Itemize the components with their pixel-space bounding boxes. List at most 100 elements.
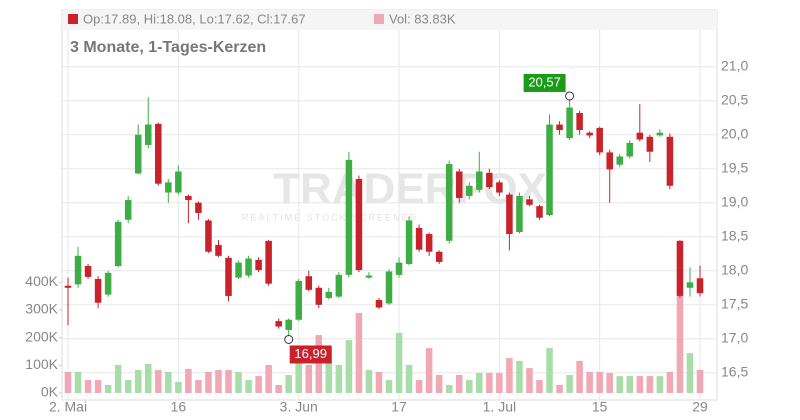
candle-body bbox=[696, 278, 704, 294]
header-band bbox=[62, 10, 717, 30]
y-tick-label: 18,0 bbox=[721, 261, 748, 277]
volume-bar bbox=[255, 376, 262, 393]
volume-bar bbox=[245, 379, 252, 393]
watermark: TRADERFOX bbox=[273, 165, 547, 214]
volume-bar bbox=[144, 363, 152, 393]
volume-bar bbox=[365, 370, 373, 393]
candle-body bbox=[435, 251, 443, 262]
volume-bar bbox=[395, 332, 403, 393]
candle-body bbox=[195, 202, 202, 213]
volume-bar bbox=[496, 373, 503, 393]
volume-bar bbox=[425, 348, 433, 393]
volume-bar bbox=[305, 365, 313, 393]
volume-bar bbox=[566, 374, 573, 393]
candle-body bbox=[235, 262, 242, 278]
volume-bar bbox=[415, 379, 423, 393]
volume-bar bbox=[385, 379, 393, 393]
volume-bar bbox=[646, 376, 654, 393]
volume-bar bbox=[636, 376, 644, 393]
candle-body bbox=[325, 291, 333, 298]
candle-body bbox=[104, 272, 112, 295]
candle-body bbox=[586, 132, 593, 136]
volume-bar bbox=[405, 365, 413, 393]
candle-body bbox=[335, 274, 343, 297]
y-tick-label: 21,0 bbox=[721, 57, 748, 73]
volume-bar bbox=[536, 379, 543, 393]
volume-bar bbox=[325, 350, 333, 393]
volume-bar bbox=[335, 365, 343, 393]
y-tick-label: 17,0 bbox=[721, 329, 748, 345]
y-tick-label: 16,5 bbox=[721, 363, 748, 379]
x-tick-label: 17 bbox=[391, 399, 407, 415]
volume-bar bbox=[134, 370, 142, 393]
candle-body bbox=[576, 112, 583, 130]
x-tick-label: 15 bbox=[592, 399, 608, 415]
y2-tick-label: 0K bbox=[41, 384, 59, 400]
volume-bar bbox=[225, 370, 232, 393]
y-tick-label: 19,5 bbox=[721, 159, 748, 175]
volume-bar bbox=[696, 369, 704, 393]
volume-bar bbox=[556, 384, 563, 393]
volume-bar bbox=[64, 371, 72, 393]
volume-bar bbox=[104, 384, 112, 393]
high-label: 20,57 bbox=[528, 74, 561, 89]
volume-bar bbox=[315, 335, 323, 393]
y-tick-label: 20,0 bbox=[721, 125, 748, 141]
volume-bar bbox=[235, 371, 242, 393]
volume-bar bbox=[435, 374, 443, 393]
low-marker bbox=[284, 334, 294, 344]
candle-body bbox=[606, 152, 613, 170]
legend-ohlc: Op:17.89, Hi:18.08, Lo:17.62, Cl:17.67 bbox=[83, 11, 306, 26]
volume-bar bbox=[375, 371, 383, 393]
volume-bar bbox=[586, 371, 593, 393]
candle-body bbox=[295, 280, 302, 320]
candle-body bbox=[124, 200, 132, 220]
candle-body bbox=[425, 234, 433, 252]
volume-bar bbox=[114, 365, 122, 393]
legend-swatch bbox=[374, 14, 384, 24]
candle-body bbox=[636, 132, 644, 140]
x-tick-label: 29 bbox=[692, 399, 708, 415]
candle-body bbox=[215, 244, 222, 256]
volume-bar bbox=[155, 370, 162, 393]
candle-body bbox=[74, 255, 82, 285]
candle-body bbox=[516, 195, 523, 233]
y2-tick-label: 300K bbox=[25, 301, 58, 317]
volume-bar bbox=[74, 371, 82, 393]
candle-body bbox=[84, 266, 92, 277]
candle-body bbox=[455, 171, 463, 198]
candle-body bbox=[486, 172, 493, 188]
low-label-box bbox=[289, 345, 332, 364]
candle-body bbox=[646, 136, 654, 152]
watermark-sub: REALTIME STOCK SCREENER bbox=[242, 212, 418, 222]
candle-body bbox=[546, 124, 553, 215]
candle-body bbox=[626, 142, 634, 157]
candle-body bbox=[355, 178, 363, 271]
candle-body bbox=[345, 159, 353, 275]
x-tick-label: 3. Jun bbox=[280, 399, 318, 415]
volume-bar bbox=[84, 379, 92, 393]
volume-bar bbox=[606, 373, 613, 393]
volume-bar bbox=[175, 381, 182, 393]
legend-swatch bbox=[68, 14, 78, 24]
candle-body bbox=[275, 321, 282, 327]
volume-bar bbox=[445, 384, 453, 393]
y2-tick-label: 400K bbox=[25, 273, 58, 289]
y-tick-label: 20,5 bbox=[721, 91, 748, 107]
x-tick-label: 16 bbox=[171, 399, 187, 415]
volume-bar bbox=[205, 371, 212, 393]
candle-body bbox=[556, 124, 563, 130]
volume-bar bbox=[265, 365, 272, 393]
volume-bar bbox=[676, 296, 684, 393]
y-tick-label: 17,5 bbox=[721, 295, 748, 311]
candle-body bbox=[385, 271, 393, 304]
candle-body bbox=[144, 124, 152, 145]
candle-body bbox=[255, 259, 262, 271]
candle-body bbox=[165, 182, 172, 193]
candle-body bbox=[285, 319, 292, 330]
volume-bar bbox=[295, 355, 302, 393]
candle-body bbox=[305, 276, 313, 290]
subtitle: 3 Monate, 1-Tages-Kerzen bbox=[70, 39, 266, 56]
volume-bar bbox=[596, 371, 603, 393]
